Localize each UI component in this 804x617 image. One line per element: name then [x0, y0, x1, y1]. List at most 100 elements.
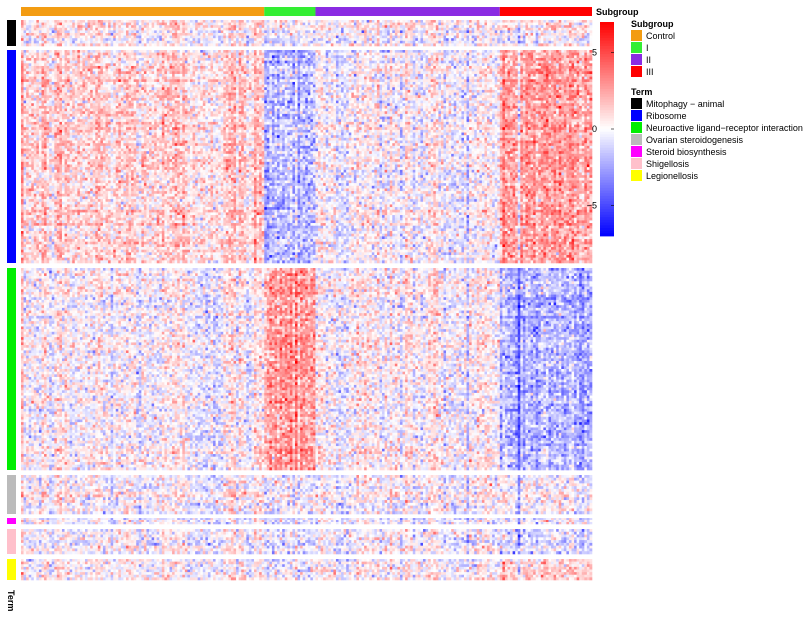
heatmap-cell: [244, 20, 247, 23]
heatmap-cell: [216, 25, 219, 28]
heatmap-cell: [162, 23, 165, 26]
heatmap-cell: [170, 20, 173, 23]
heatmap-cell: [295, 20, 298, 23]
heatmap-cell: [210, 28, 213, 31]
heatmap-cell: [131, 28, 134, 31]
heatmap-cell: [121, 23, 124, 26]
heatmap-cell: [254, 20, 257, 23]
heatmap-cell: [157, 25, 160, 28]
heatmap-cell: [589, 20, 592, 23]
heatmap-cell: [154, 28, 157, 31]
heatmap-cell: [339, 23, 342, 26]
heatmap-cell: [200, 23, 203, 26]
heatmap-cell: [259, 25, 262, 28]
heatmap-cell: [116, 25, 119, 28]
heatmap-cell: [418, 20, 421, 23]
heatmap-cell: [262, 20, 265, 23]
heatmap-cell: [403, 23, 406, 26]
heatmap-cell: [584, 25, 587, 28]
heatmap-cell: [182, 28, 185, 31]
heatmap-cell: [111, 23, 114, 26]
heatmap-cell: [441, 23, 444, 26]
heatmap-cell: [24, 23, 27, 26]
heatmap-cell: [441, 20, 444, 23]
heatmap-cell: [449, 23, 452, 26]
heatmap-cell: [226, 28, 229, 31]
heatmap-cell: [443, 23, 446, 26]
heatmap-cell: [36, 28, 39, 31]
heatmap-cell: [239, 28, 242, 31]
heatmap-cell: [400, 23, 403, 26]
heatmap-cell: [333, 23, 336, 26]
heatmap-cell: [541, 20, 544, 23]
heatmap-cell: [280, 25, 283, 28]
heatmap-cell: [490, 25, 493, 28]
heatmap-cell: [531, 23, 534, 26]
heatmap-cell: [331, 23, 334, 26]
heatmap-chart: Subgroup Term 50−5 Subgroup ControlIIIII…: [0, 0, 804, 617]
heatmap-cell: [461, 23, 464, 26]
heatmap-cell: [456, 23, 459, 26]
heatmap-cell: [331, 25, 334, 28]
heatmap-cell: [584, 20, 587, 23]
heatmap-cell: [116, 23, 119, 26]
heatmap-cell: [170, 28, 173, 31]
heatmap-cell: [574, 20, 577, 23]
heatmap-cell: [497, 25, 500, 28]
heatmap-cell: [579, 25, 582, 28]
heatmap-cell: [239, 25, 242, 28]
heatmap-cell: [72, 25, 75, 28]
heatmap-cell: [162, 20, 165, 23]
heatmap-cell: [100, 28, 103, 31]
heatmap-cell: [93, 20, 96, 23]
heatmap-cell: [456, 20, 459, 23]
heatmap-cell: [285, 23, 288, 26]
heatmap-cell: [152, 28, 155, 31]
heatmap-cell: [198, 25, 201, 28]
heatmap-cell: [420, 23, 423, 26]
heatmap-cell: [554, 23, 557, 26]
heatmap-cell: [136, 28, 139, 31]
heatmap-cell: [241, 25, 244, 28]
heatmap-cell: [70, 25, 73, 28]
heatmap-cell: [300, 25, 303, 28]
heatmap-cell: [479, 23, 482, 26]
heatmap-cell: [75, 28, 78, 31]
heatmap-cell: [274, 20, 277, 23]
heatmap-cell: [149, 23, 152, 26]
heatmap-cell: [98, 25, 101, 28]
heatmap-cell: [510, 25, 513, 28]
heatmap-cell: [90, 23, 93, 26]
heatmap-cell: [579, 20, 582, 23]
heatmap-cell: [193, 23, 196, 26]
heatmap-cell: [24, 28, 27, 31]
heatmap-cell: [251, 20, 254, 23]
heatmap-cell: [441, 25, 444, 28]
heatmap-cell: [536, 23, 539, 26]
heatmap-cell: [136, 20, 139, 23]
heatmap-cell: [459, 23, 462, 26]
heatmap-cell: [65, 20, 68, 23]
heatmap-cell: [131, 25, 134, 28]
heatmap-cell: [126, 20, 129, 23]
heatmap-cell: [344, 23, 347, 26]
heatmap-cell: [328, 23, 331, 26]
heatmap-cell: [75, 23, 78, 26]
heatmap-cell: [162, 28, 165, 31]
heatmap-cell: [259, 28, 262, 31]
heatmap-cell: [415, 20, 418, 23]
heatmap-cell: [139, 28, 142, 31]
heatmap-cell: [152, 20, 155, 23]
heatmap-cell: [65, 23, 68, 26]
heatmap-cell: [159, 20, 162, 23]
heatmap-cell: [180, 20, 183, 23]
heatmap-cell: [474, 23, 477, 26]
heatmap-cell: [72, 20, 75, 23]
heatmap-cell: [190, 23, 193, 26]
heatmap-cell: [392, 20, 395, 23]
heatmap-cell: [39, 23, 42, 26]
heatmap-cell: [198, 28, 201, 31]
heatmap-cell: [77, 25, 80, 28]
heatmap-cell: [346, 20, 349, 23]
heatmap-cell: [144, 20, 147, 23]
